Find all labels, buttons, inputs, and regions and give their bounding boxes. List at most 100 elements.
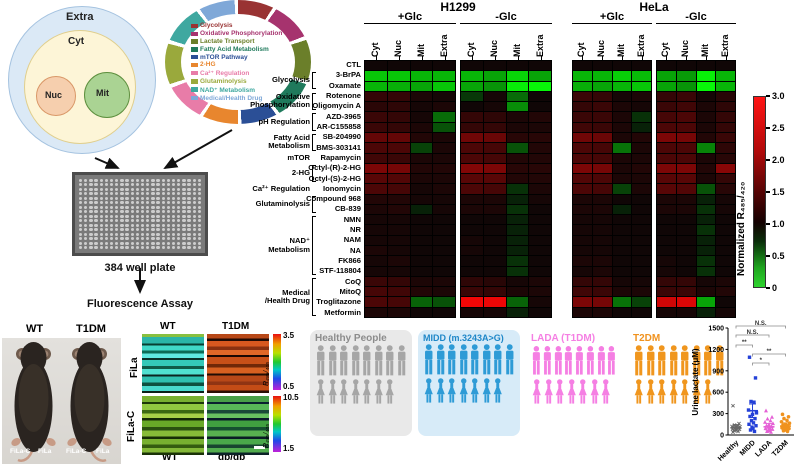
male-person-icon: [386, 345, 394, 376]
heatmap-cell: [573, 276, 592, 287]
legend-swatch: [191, 31, 198, 37]
heatmap-cell: [365, 246, 387, 256]
heatmap-cell: [433, 266, 455, 276]
heatmap-cell: [529, 266, 551, 276]
well: [177, 183, 181, 187]
heatmap-cell: [387, 287, 410, 297]
well: [156, 205, 160, 209]
heatmap-cell: [716, 61, 735, 71]
well: [104, 178, 108, 182]
heatmap-cell: [716, 153, 735, 163]
heatmap-cell: [716, 91, 735, 102]
female-person-icon: [447, 378, 456, 403]
data-point: [732, 423, 737, 427]
heatmap-cell: [632, 266, 651, 276]
heatmap-cell: [612, 143, 632, 153]
heatmap-cell: [461, 297, 483, 307]
heatmap-cell: [483, 112, 506, 122]
well: [99, 187, 103, 191]
column-tick: [540, 56, 542, 60]
female-person-icon: [436, 378, 445, 403]
well: [135, 210, 139, 214]
heatmap-cell: [716, 297, 735, 307]
well: [187, 192, 191, 196]
well: [89, 183, 93, 187]
heatmap-cell: [592, 235, 612, 246]
female-person-icon: [669, 379, 678, 404]
data-point: [754, 424, 758, 428]
row-label-9: Rapamycin: [320, 152, 361, 162]
data-point: [770, 414, 774, 419]
heatmap-cell: [696, 266, 716, 276]
well: [109, 183, 114, 187]
well: [187, 246, 191, 250]
well: [89, 246, 93, 250]
cohort-card-1: MIDD (m.3243A>G): [418, 330, 520, 436]
heatmap-cell: [529, 204, 551, 215]
category-label-4: mTOR: [287, 152, 310, 162]
well: [182, 241, 186, 245]
well: [125, 228, 129, 232]
row-label-22: MitoQ: [339, 287, 361, 297]
well: [156, 192, 160, 196]
column-tick: [444, 56, 446, 60]
well: [115, 178, 119, 182]
heatmap-cell: [696, 143, 716, 153]
well: [187, 214, 191, 218]
female-person-icon: [703, 379, 712, 404]
heatmap-cell: [365, 215, 387, 225]
heatmap-cell: [387, 102, 410, 112]
legend-item-7: Glutaminolysis: [181, 78, 247, 85]
legend-swatch: [191, 62, 198, 68]
sig-label: **: [767, 349, 772, 355]
heatmap-cell: [676, 225, 696, 235]
well: [171, 241, 176, 245]
male-person-icon: [692, 345, 700, 376]
female-person-icon: [493, 378, 502, 403]
well: [89, 192, 93, 196]
heatmap-cell: [433, 235, 455, 246]
heatmap-cell: [573, 112, 592, 122]
heatmap-cell: [592, 204, 612, 215]
well: [125, 178, 129, 182]
legend-label: Lactate Transport: [200, 38, 255, 46]
heatmap-cell: [461, 163, 483, 174]
heatmap-cell: [410, 266, 433, 276]
data-point: [768, 418, 773, 423]
male-person-icon: [586, 346, 594, 375]
heatmap-cell: [483, 143, 506, 153]
well: [146, 201, 150, 205]
well: [84, 205, 88, 209]
well: [89, 228, 93, 232]
legend-label: mTOR Pathway: [200, 53, 248, 61]
heatmap-cell: [410, 71, 433, 81]
colorbar-tick-mark: [766, 255, 770, 257]
heatmap-cell: [573, 163, 592, 174]
well: [140, 214, 145, 218]
well: [135, 223, 139, 227]
well: [130, 219, 134, 223]
colorbar-tick-label: 0: [772, 283, 778, 293]
heatmap-cell: [461, 132, 483, 143]
column-header-cyt: Cyt: [465, 42, 476, 57]
female-person-icon: [482, 378, 491, 403]
column-header-cyt: Cyt: [660, 42, 670, 57]
male-person-icon: [351, 345, 359, 376]
cellline-title-hela: HeLa: [639, 0, 669, 14]
row-label-0: CTL: [346, 60, 361, 69]
well: [177, 246, 181, 250]
heatmap-cell: [716, 122, 735, 132]
heatmap-cell: [612, 256, 632, 266]
well: [156, 196, 160, 200]
heatmap-cell: [506, 287, 529, 297]
female-person-icon: [316, 379, 325, 404]
well: [151, 187, 155, 191]
well: [140, 241, 145, 245]
well: [109, 219, 114, 223]
condition-label: +Glc: [572, 11, 652, 24]
heatmap-cell: [592, 163, 612, 174]
colorbar-tick-label: 2.5: [772, 123, 785, 133]
heatmap-cell: [461, 246, 483, 256]
heatmap-cell: [716, 163, 735, 174]
